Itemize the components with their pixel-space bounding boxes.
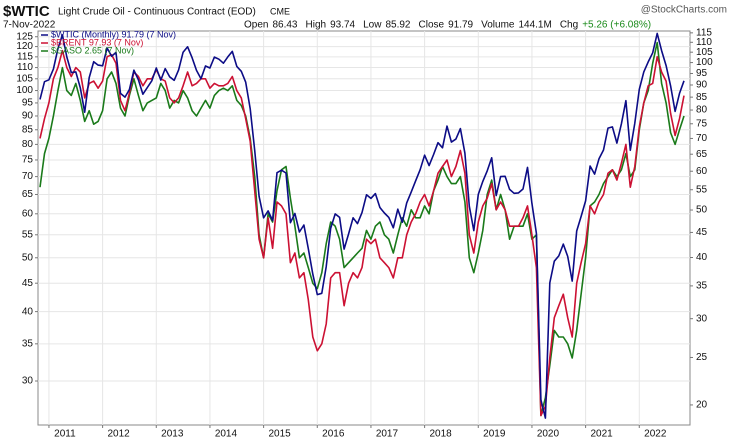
y2-tick-label: 55 — [696, 184, 708, 195]
series-line — [39, 49, 685, 417]
quote-label: Chg — [560, 20, 578, 31]
x-tick-label: 2017 — [376, 429, 399, 440]
x-tick-label: 2021 — [590, 429, 613, 440]
exchange: CME — [270, 6, 290, 16]
x-tick-label: 2012 — [107, 429, 130, 440]
y2-tick-label: 110 — [696, 37, 712, 48]
y-tick-label: 85 — [22, 124, 34, 135]
x-tick-label: 2016 — [322, 429, 345, 440]
y2-tick-label: 100 — [696, 57, 713, 68]
x-tick-label: 2013 — [161, 429, 184, 440]
y2-tick-label: 115 — [696, 27, 712, 38]
y-tick-label: 105 — [16, 73, 33, 84]
series-line — [39, 41, 685, 417]
quote-label: High — [306, 20, 327, 31]
credit: @StockCharts.com — [641, 5, 727, 16]
quote-value: 85.92 — [385, 20, 410, 31]
legend-label: $GASO 2.65 (7 Nov) — [51, 45, 134, 55]
y-tick-label: 90 — [22, 111, 34, 122]
y2-tick-label: 80 — [696, 105, 708, 116]
quote-value: 91.79 — [448, 20, 473, 31]
quote-value: 144.1M — [518, 20, 551, 31]
y2-tick-label: 90 — [696, 80, 708, 91]
y2-tick-label: 75 — [696, 118, 708, 129]
x-tick-label: 2020 — [537, 429, 560, 440]
quote-value: 86.43 — [272, 20, 297, 31]
quote-label: Low — [363, 20, 382, 31]
quote-bar: Open 86.43 High 93.74 Low 85.92 Close 91.79 Volu… — [244, 20, 651, 31]
y-tick-label: 110 — [17, 62, 33, 73]
legend-label: $BRENT 97.93 (7 Nov) — [51, 37, 143, 47]
y-tick-label: 75 — [22, 155, 34, 166]
y-tick-label: 120 — [16, 41, 33, 52]
y2-tick-label: 70 — [696, 133, 708, 144]
y2-tick-label: 20 — [696, 400, 708, 411]
y2-tick-label: 35 — [696, 281, 708, 292]
x-tick-label: 2011 — [54, 429, 76, 440]
y-tick-label: 35 — [22, 338, 34, 349]
quote-label: Open — [244, 20, 268, 31]
quote-value: +5.26 (+6.08%) — [582, 20, 651, 31]
quote-label: Close — [419, 20, 445, 31]
y2-tick-label: 50 — [696, 205, 708, 216]
date: 7-Nov-2022 — [3, 20, 56, 31]
y2-tick-label: 45 — [696, 227, 708, 238]
y-tick-label: 80 — [22, 139, 34, 150]
y-tick-label: 30 — [22, 376, 34, 387]
y2-tick-label: 30 — [696, 313, 708, 324]
y-tick-label: 65 — [22, 189, 34, 200]
y-tick-label: 115 — [17, 51, 33, 62]
y-tick-label: 40 — [22, 306, 34, 317]
x-tick-label: 2015 — [268, 429, 291, 440]
quote-value: 93.74 — [330, 20, 355, 31]
quote-label: Volume — [481, 20, 515, 31]
y2-tick-label: 25 — [696, 352, 708, 363]
y-tick-label: 60 — [22, 208, 34, 219]
y-tick-label: 45 — [22, 278, 34, 289]
y-tick-label: 100 — [16, 85, 33, 96]
y-tick-label: 95 — [22, 98, 34, 109]
y-tick-label: 50 — [22, 252, 34, 263]
y2-tick-label: 60 — [696, 166, 708, 177]
y2-tick-label: 95 — [696, 68, 708, 79]
chart-subtitle: Light Crude Oil - Continuous Contract (E… — [58, 7, 256, 18]
y2-tick-label: 85 — [696, 92, 708, 103]
plot-frame — [37, 30, 691, 426]
x-tick-label: 2022 — [644, 429, 667, 440]
x-tick-label: 2018 — [429, 429, 452, 440]
y2-tick-label: 105 — [696, 47, 713, 58]
y2-tick-label: 40 — [696, 252, 708, 263]
y-tick-label: 55 — [22, 229, 34, 240]
y-tick-label: 70 — [22, 171, 34, 182]
y-tick-label: 125 — [16, 31, 33, 42]
y2-tick-label: 65 — [696, 149, 708, 160]
legend-label: $WTIC (Monthly) 91.79 (7 Nov) — [51, 29, 176, 39]
chart-title: $WTIC — [3, 3, 50, 20]
x-tick-label: 2014 — [215, 429, 238, 440]
series-line — [39, 32, 685, 419]
x-tick-label: 2019 — [483, 429, 506, 440]
